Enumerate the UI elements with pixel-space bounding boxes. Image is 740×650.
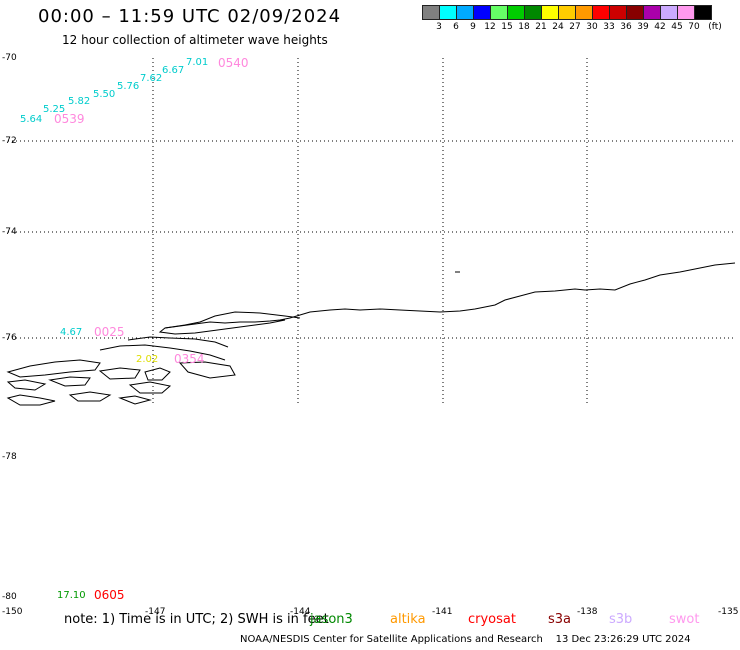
island-3 bbox=[48, 376, 91, 387]
satellite-name: cryosat bbox=[468, 612, 516, 627]
lat-label: -80 bbox=[2, 592, 17, 602]
swh-value: 5.50 bbox=[93, 89, 116, 100]
island-10 bbox=[118, 395, 152, 405]
ice-shelf-edge bbox=[158, 262, 736, 335]
color-swatch-label: (ft) bbox=[708, 22, 722, 32]
color-swatch-label: 3 bbox=[436, 22, 442, 32]
color-swatch-label: 45 bbox=[671, 22, 683, 32]
lon-label: -141 bbox=[432, 607, 453, 617]
color-swatch-label: 21 bbox=[535, 22, 547, 32]
color-swatch-label: 18 bbox=[518, 22, 530, 32]
island-9 bbox=[128, 381, 172, 394]
lon-label: -147 bbox=[145, 607, 166, 617]
lat-label: -76 bbox=[2, 333, 17, 343]
lat-label: -72 bbox=[2, 136, 17, 146]
lon-label: -135 bbox=[718, 607, 739, 617]
swh-value: 7.01 bbox=[186, 57, 209, 68]
lon-label: -138 bbox=[577, 607, 598, 617]
color-swatch-label: 27 bbox=[569, 22, 581, 32]
color-swatch-label: 42 bbox=[654, 22, 666, 32]
island-2 bbox=[6, 379, 47, 391]
pass-time-label: 0540 bbox=[218, 56, 249, 70]
swh-value: 5.82 bbox=[68, 96, 91, 107]
coast-segment-a bbox=[164, 311, 301, 329]
pass-time-label: 0605 bbox=[94, 588, 125, 602]
color-swatch-label: 12 bbox=[484, 22, 496, 32]
map-title: 00:00 – 11:59 UTC 02/09/2024 bbox=[38, 6, 342, 27]
color-swatch-label: 24 bbox=[552, 22, 564, 32]
graticule bbox=[8, 58, 735, 405]
lat-label: -74 bbox=[2, 227, 17, 237]
island-1 bbox=[6, 359, 101, 378]
credit-source: NOAA/NESDIS Center for Satellite Applica… bbox=[240, 634, 543, 645]
color-swatch-label: 33 bbox=[603, 22, 615, 32]
satellite-name: altika bbox=[390, 612, 426, 627]
color-swatch-label: 39 bbox=[637, 22, 649, 32]
color-swatch-label: 15 bbox=[501, 22, 513, 32]
island-5 bbox=[144, 367, 171, 381]
coast-segment-b bbox=[127, 336, 229, 348]
satellite-name: swot bbox=[669, 612, 700, 627]
swh-value: 4.67 bbox=[60, 327, 83, 338]
swh-value: 17.10 bbox=[57, 590, 86, 601]
island-6 bbox=[178, 361, 236, 379]
swh-value: 7.62 bbox=[140, 73, 163, 84]
color-swatch bbox=[694, 5, 712, 20]
swh-value: 6.67 bbox=[162, 65, 185, 76]
coast-segment-c bbox=[99, 344, 226, 361]
island-8 bbox=[68, 391, 112, 402]
swh-value: 5.64 bbox=[20, 114, 43, 125]
satellite-name: jason3 bbox=[310, 612, 353, 627]
note-text: note: 1) Time is in UTC; 2) SWH is in fe… bbox=[64, 612, 329, 627]
coastline bbox=[6, 262, 736, 406]
lat-label: -78 bbox=[2, 452, 17, 462]
color-swatch-label: 9 bbox=[470, 22, 476, 32]
lat-label: -70 bbox=[2, 53, 17, 63]
color-swatch-label: 6 bbox=[453, 22, 459, 32]
satellite-name: s3b bbox=[609, 612, 633, 627]
pass-time-label: 0354 bbox=[174, 352, 205, 366]
credit-timestamp: 13 Dec 23:26:29 UTC 2024 bbox=[555, 634, 691, 645]
swh-value: 2.02 bbox=[136, 354, 159, 365]
color-swatch-label: 36 bbox=[620, 22, 632, 32]
swh-color-legend bbox=[422, 5, 712, 20]
lon-label: -150 bbox=[2, 607, 23, 617]
note-legend: note: 1) Time is in UTC; 2) SWH is in fe… bbox=[0, 612, 740, 632]
color-swatch-label: 70 bbox=[688, 22, 700, 32]
island-4 bbox=[98, 367, 141, 380]
color-swatch-label: 30 bbox=[586, 22, 598, 32]
pass-time-label: 0025 bbox=[94, 325, 125, 339]
swh-color-legend-labels: 3 6 9 12 15 18 21 24 27 30 33 36 39 42 45 70 (ft) bbox=[422, 22, 740, 34]
swh-value: 5.25 bbox=[43, 104, 66, 115]
lon-label: -144 bbox=[290, 607, 311, 617]
credit-line: NOAA/NESDIS Center for Satellite Applica… bbox=[240, 634, 691, 645]
map-subtitle: 12 hour collection of altimeter wave hei… bbox=[62, 33, 328, 47]
pass-time-label: 0539 bbox=[54, 112, 85, 126]
island-7 bbox=[6, 394, 56, 406]
satellite-name: s3a bbox=[548, 612, 572, 627]
swh-value: 5.76 bbox=[117, 81, 140, 92]
